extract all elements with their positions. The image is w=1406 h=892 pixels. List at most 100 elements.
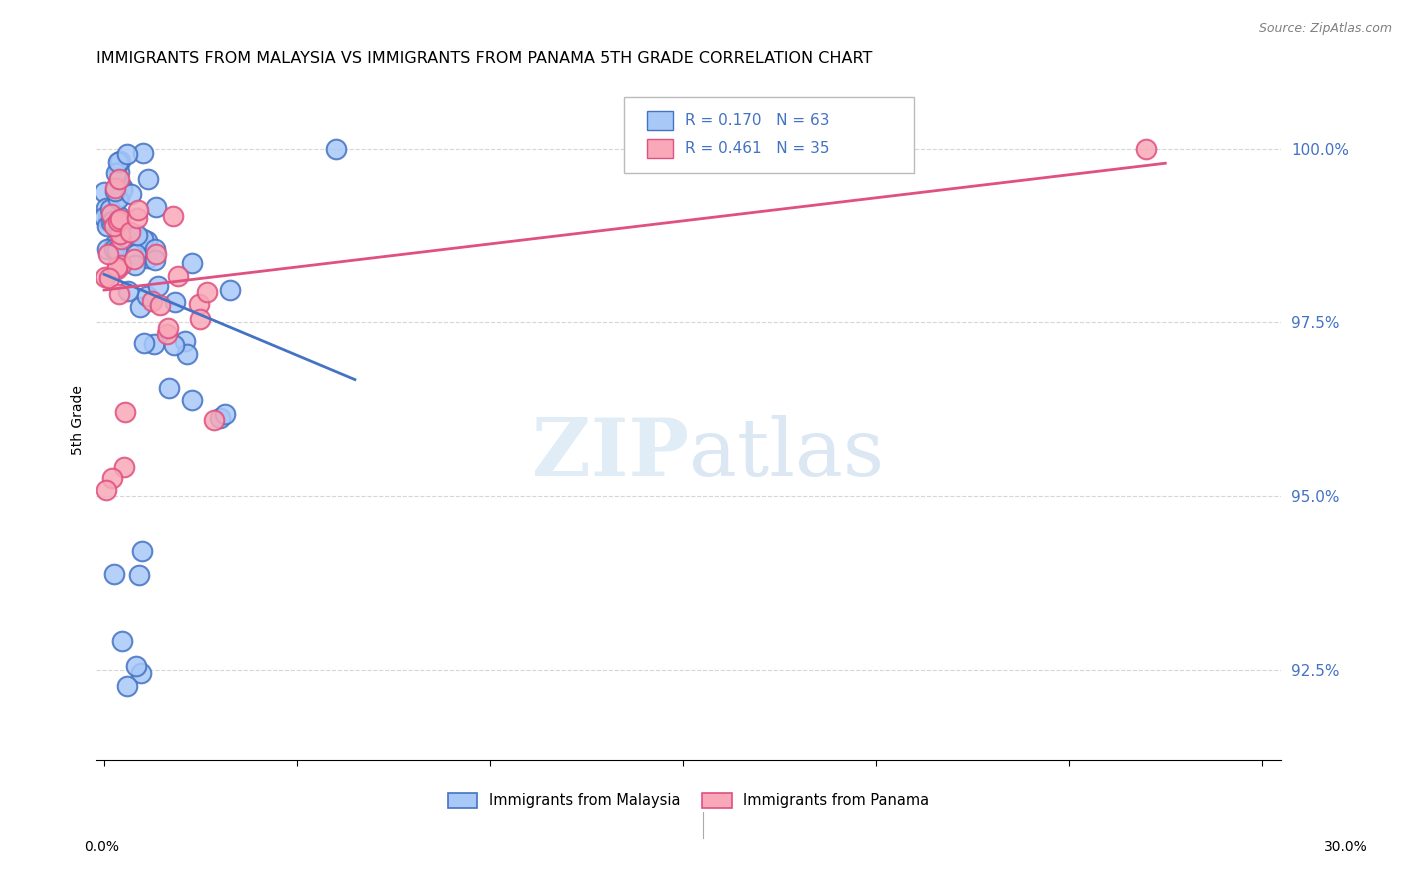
Point (94, 201, 117, 215)
Point (112, 460, 135, 475)
Text: R = 0.170   N = 63: R = 0.170 N = 63 (685, 112, 830, 128)
Point (115, 146, 138, 161)
Y-axis label: 5th Grade: 5th Grade (72, 384, 86, 455)
Point (120, 187, 142, 202)
Text: 30.0%: 30.0% (1323, 840, 1368, 855)
Point (157, 381, 180, 395)
Point (104, 166, 127, 180)
Point (141, 293, 163, 308)
Point (100, 214, 122, 228)
Point (108, 154, 131, 169)
Point (101, 214, 124, 228)
Point (131, 543, 153, 558)
Point (93, 210, 115, 224)
Point (96, 219, 118, 233)
Point (114, 229, 136, 244)
Point (111, 634, 134, 648)
Point (108, 227, 131, 241)
Point (162, 209, 184, 223)
Point (103, 242, 125, 256)
Point (202, 413, 225, 427)
FancyBboxPatch shape (624, 97, 914, 173)
Point (107, 209, 129, 223)
Point (107, 214, 129, 228)
FancyBboxPatch shape (647, 111, 673, 129)
Point (98, 270, 121, 285)
Point (156, 321, 179, 335)
Point (108, 172, 131, 186)
Point (100, 206, 122, 220)
Point (214, 408, 236, 422)
Point (132, 232, 155, 246)
Point (105, 260, 128, 274)
Point (103, 237, 125, 252)
Point (162, 337, 184, 351)
Point (120, 225, 142, 239)
Point (104, 181, 127, 195)
Text: Source: ZipAtlas.com: Source: ZipAtlas.com (1258, 22, 1392, 36)
Point (143, 242, 166, 256)
Text: 0.0%: 0.0% (84, 840, 118, 855)
Point (96, 242, 118, 256)
Point (110, 211, 132, 226)
Point (125, 659, 148, 673)
Point (136, 172, 159, 186)
Point (149, 298, 172, 312)
Point (97, 211, 120, 226)
Point (143, 253, 166, 268)
Legend: Immigrants from Malaysia, Immigrants from Panama: Immigrants from Malaysia, Immigrants fro… (443, 787, 935, 814)
Point (107, 165, 129, 179)
Point (132, 146, 155, 161)
Point (143, 336, 166, 351)
Point (93, 185, 115, 199)
Point (138, 251, 160, 265)
Point (167, 269, 190, 284)
Point (325, 142, 347, 156)
Point (110, 232, 132, 246)
Point (97, 247, 120, 261)
Point (115, 679, 138, 693)
Point (117, 284, 139, 298)
Point (114, 405, 136, 419)
Point (197, 285, 219, 299)
Point (127, 203, 149, 218)
Point (94, 483, 117, 498)
Point (125, 247, 148, 261)
Point (98, 202, 121, 217)
Point (129, 300, 152, 314)
Point (97, 214, 120, 228)
Point (134, 336, 156, 351)
Point (107, 193, 129, 207)
Point (107, 154, 129, 169)
Point (129, 666, 152, 681)
Point (1135, 142, 1157, 156)
Point (136, 234, 159, 248)
Point (94, 269, 117, 284)
Point (111, 179, 134, 194)
Point (163, 295, 186, 310)
Point (110, 258, 132, 272)
Text: R = 0.461   N = 35: R = 0.461 N = 35 (685, 141, 830, 156)
Point (148, 279, 170, 293)
Text: IMMIGRANTS FROM MALAYSIA VS IMMIGRANTS FROM PANAMA 5TH GRADE CORRELATION CHART: IMMIGRANTS FROM MALAYSIA VS IMMIGRANTS F… (97, 51, 873, 66)
Point (105, 244, 128, 258)
Point (188, 296, 211, 310)
Point (145, 246, 167, 260)
Point (176, 347, 198, 361)
Point (108, 287, 131, 301)
Text: ZIP: ZIP (531, 415, 689, 492)
Point (103, 219, 125, 233)
Point (145, 201, 167, 215)
Text: atlas: atlas (689, 415, 884, 492)
Point (173, 334, 195, 349)
FancyBboxPatch shape (647, 139, 673, 158)
Point (108, 190, 131, 204)
Point (124, 258, 146, 272)
Point (190, 312, 212, 326)
Point (219, 283, 242, 297)
Point (180, 393, 202, 408)
Point (111, 183, 134, 197)
Point (125, 228, 148, 243)
Point (128, 568, 150, 582)
Point (122, 252, 145, 267)
